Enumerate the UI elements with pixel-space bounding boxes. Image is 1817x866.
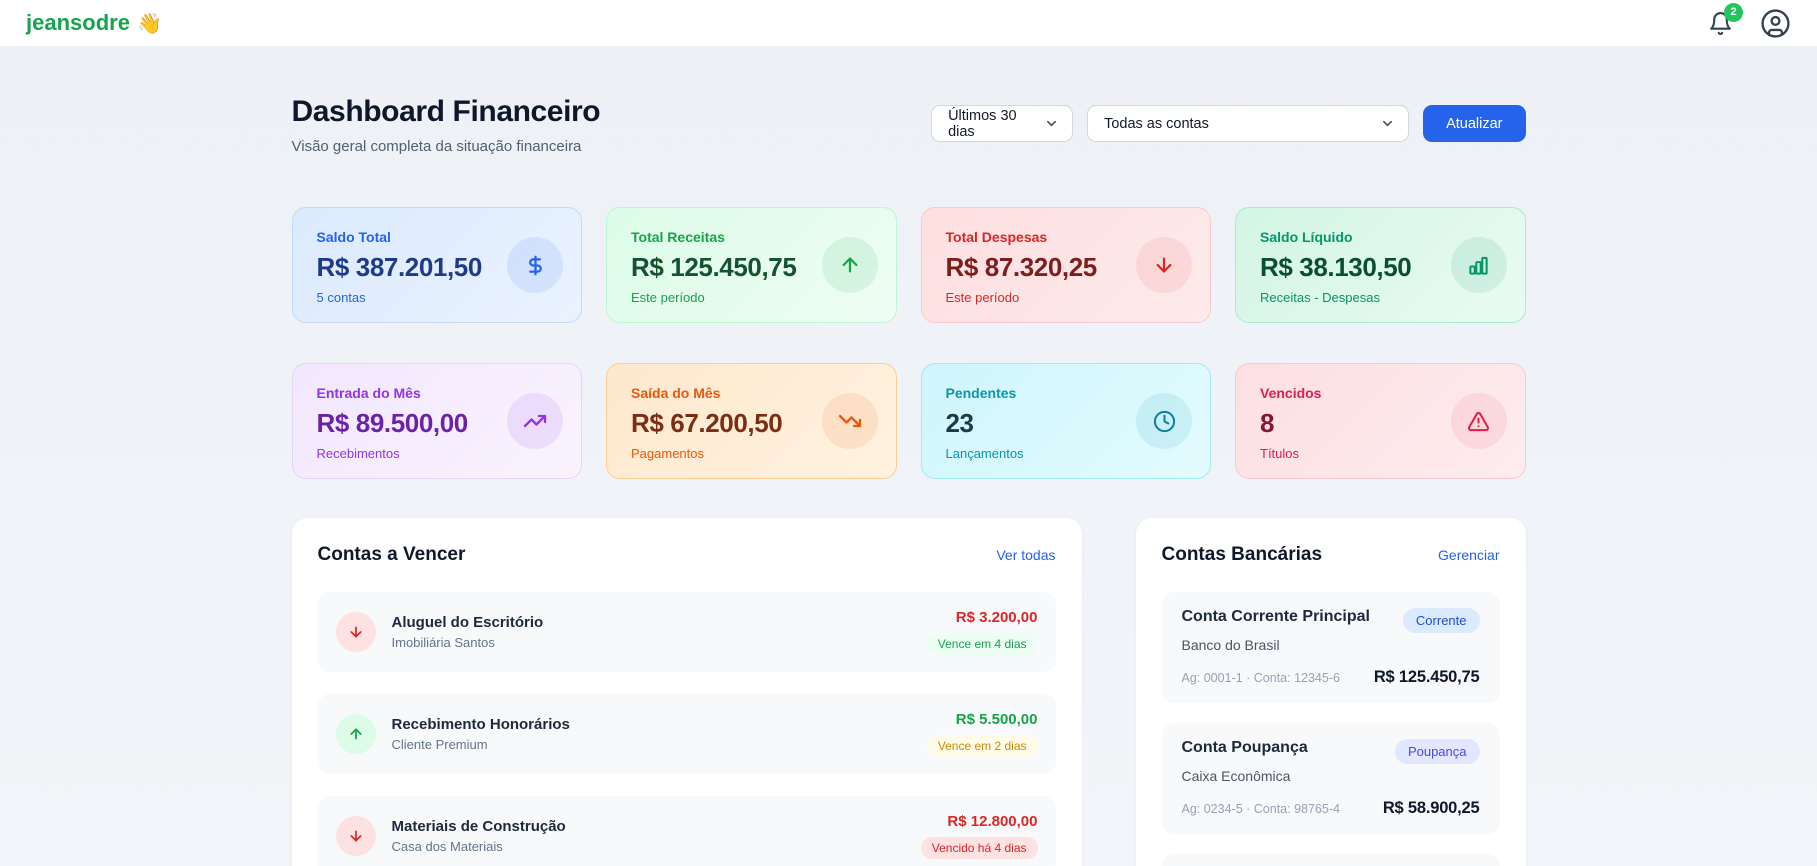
stat-label: Saldo Total — [316, 229, 391, 245]
stat-value: R$ 38.130,50 — [1260, 252, 1412, 282]
bill-party: Cliente Premium — [391, 737, 488, 752]
bill-row[interactable]: Aluguel do Escritório Imobiliária Santos… — [317, 592, 1056, 672]
stat-card-pendentes: Pendentes 23 Lançamentos — [920, 363, 1211, 479]
account-name: Conta Poupança — [1181, 739, 1308, 756]
user-avatar-icon — [1760, 8, 1791, 39]
stat-card-total-despesas: Total Despesas R$ 87.320,25 Este período — [920, 207, 1211, 323]
stat-value: 8 — [1260, 408, 1275, 438]
notification-count-badge: 2 — [1724, 2, 1743, 22]
period-select[interactable]: Últimos 30 dias — [931, 105, 1074, 142]
dollar-icon — [507, 237, 563, 293]
account-select[interactable]: Todas as contas — [1087, 105, 1410, 142]
arrow-up-icon — [821, 237, 878, 293]
stat-label: Saldo Líquido — [1260, 229, 1353, 245]
account-details: Ag: 0234-5 · Conta: 98765-4 — [1181, 801, 1340, 816]
alert-triangle-icon — [1450, 393, 1507, 449]
account-card[interactable]: Conta Investimentos Investimento — [1161, 854, 1500, 866]
bill-row[interactable]: Materiais de Construção Casa dos Materia… — [317, 796, 1056, 866]
stat-value: 23 — [945, 408, 975, 438]
bill-party: Imobiliária Santos — [391, 635, 495, 650]
stat-sub: Este período — [945, 290, 1020, 305]
bar-chart-icon — [1450, 237, 1507, 293]
due-badge: Vencido há 4 dias — [920, 837, 1038, 859]
stat-card-saldo-liquido: Saldo Líquido R$ 38.130,50 Receitas - De… — [1235, 207, 1526, 323]
stat-card-vencidos: Vencidos 8 Títulos — [1235, 363, 1526, 479]
stats-grid: Saldo Total R$ 387.201,50 5 contas Total… — [291, 207, 1526, 479]
account-details: Ag: 0001-1 · Conta: 12345-6 — [1181, 670, 1340, 685]
stat-value: R$ 387.201,50 — [316, 252, 483, 282]
stat-label: Total Receitas — [631, 229, 725, 245]
app-logo[interactable]: jeansodre 👋 — [26, 10, 162, 36]
account-name: Conta Corrente Principal — [1181, 608, 1370, 625]
stat-value: R$ 67.200,50 — [631, 408, 783, 438]
arrow-down-icon — [1136, 237, 1192, 293]
refresh-button[interactable]: Atualizar — [1423, 105, 1526, 142]
stat-label: Total Despesas — [945, 229, 1048, 245]
stat-card-saida-do-mes: Saída do Mês R$ 67.200,50 Pagamentos — [606, 363, 897, 479]
due-badge: Vence em 2 dias — [926, 735, 1038, 757]
stat-sub: Pagamentos — [631, 446, 704, 461]
logo-text: jeansodre — [26, 10, 130, 35]
account-select-value: Todas as contas — [1104, 115, 1209, 132]
dashboard-controls: Últimos 30 dias Todas as contas Atualiza… — [931, 105, 1526, 142]
chevron-down-icon — [1380, 116, 1395, 131]
arrow-up-circle-icon — [335, 714, 376, 754]
arrow-down-circle-icon — [335, 816, 376, 856]
stat-sub: Lançamentos — [945, 446, 1024, 461]
stat-value: R$ 125.450,75 — [631, 252, 797, 282]
account-balance: R$ 125.450,75 — [1373, 668, 1480, 686]
account-type-badge: Poupança — [1394, 739, 1480, 764]
trending-up-icon — [507, 393, 563, 449]
page-title: Dashboard Financeiro — [291, 95, 601, 128]
bill-amount: R$ 5.500,00 — [955, 711, 1038, 728]
bill-row[interactable]: Recebimento Honorários Cliente Premium R… — [317, 694, 1056, 774]
wave-emoji-icon: 👋 — [136, 12, 162, 35]
due-bills-title: Contas a Vencer — [317, 544, 466, 565]
trending-down-icon — [821, 393, 878, 449]
page-subtitle: Visão geral completa da situação finance… — [291, 138, 582, 155]
main-content: Dashboard Financeiro Visão geral complet… — [291, 47, 1526, 866]
clock-icon — [1136, 393, 1192, 449]
stat-sub: Receitas - Despesas — [1260, 290, 1380, 305]
stat-sub: 5 contas — [316, 290, 366, 305]
arrow-down-circle-icon — [335, 612, 376, 652]
account-card[interactable]: Conta Corrente Principal Corrente Banco … — [1161, 592, 1500, 703]
notifications-button[interactable]: 2 — [1708, 2, 1743, 36]
stat-label: Vencidos — [1260, 385, 1322, 401]
stat-label: Saída do Mês — [631, 385, 721, 401]
stat-sub: Recebimentos — [316, 446, 400, 461]
bill-amount: R$ 12.800,00 — [947, 813, 1038, 830]
bell-icon — [1708, 11, 1733, 36]
account-balance: R$ 58.900,25 — [1382, 799, 1480, 817]
stat-card-saldo-total: Saldo Total R$ 387.201,50 5 contas — [291, 207, 582, 323]
due-bills-panel: Contas a Vencer Ver todas Aluguel do Esc… — [291, 518, 1082, 866]
bill-name: Recebimento Honorários — [391, 716, 570, 733]
bill-name: Aluguel do Escritório — [391, 614, 544, 631]
manage-accounts-link[interactable]: Gerenciar — [1438, 547, 1500, 563]
stat-sub: Este período — [631, 290, 705, 305]
period-select-value: Últimos 30 dias — [948, 107, 1017, 140]
bill-amount: R$ 3.200,00 — [955, 609, 1038, 626]
account-type-badge: Corrente — [1402, 608, 1480, 633]
due-badge: Vence em 4 dias — [926, 633, 1038, 655]
bill-party: Casa dos Materiais — [391, 839, 503, 854]
account-bank: Caixa Econômica — [1181, 768, 1291, 784]
bank-accounts-panel: Contas Bancárias Gerenciar Conta Corrent… — [1135, 518, 1526, 866]
account-card[interactable]: Conta Poupança Poupança Caixa Econômica … — [1161, 723, 1500, 834]
stat-label: Entrada do Mês — [316, 385, 421, 401]
stat-value: R$ 89.500,00 — [316, 408, 469, 438]
top-header: jeansodre 👋 2 — [0, 0, 1817, 47]
stat-label: Pendentes — [945, 385, 1017, 401]
bank-accounts-title: Contas Bancárias — [1161, 544, 1323, 565]
stat-value: R$ 87.320,25 — [945, 252, 1098, 282]
page-header: Dashboard Financeiro Visão geral complet… — [292, 95, 601, 155]
view-all-link[interactable]: Ver todas — [996, 547, 1056, 563]
user-menu-button[interactable] — [1760, 8, 1791, 39]
account-bank: Banco do Brasil — [1181, 637, 1280, 653]
stat-card-entrada-do-mes: Entrada do Mês R$ 89.500,00 Recebimentos — [291, 363, 582, 479]
chevron-down-icon — [1044, 116, 1059, 131]
stat-card-total-receitas: Total Receitas R$ 125.450,75 Este períod… — [606, 207, 897, 323]
bill-name: Materiais de Construção — [391, 818, 566, 835]
stat-sub: Títulos — [1260, 446, 1300, 461]
